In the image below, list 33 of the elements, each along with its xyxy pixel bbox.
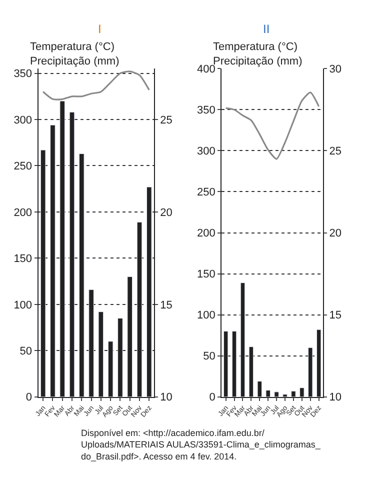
y-tick-label: 0 [209,392,216,404]
y-tick-label: 100 [14,299,32,312]
y-tick-label: 250 [14,160,32,173]
y-tick-label: 0 [26,392,32,404]
y2-tick-label: 15 [329,310,342,322]
y2-tick-label: 25 [329,146,342,158]
y2-tick-label: 25 [160,114,172,126]
y2-tick-label: 20 [329,228,342,240]
line-series [42,70,150,100]
y-tick-label: 50 [203,350,216,363]
y-tick-label: 150 [197,268,216,281]
y-tick-label: 350 [14,68,32,80]
y-tick-label: 400 [197,64,216,76]
y-tick-label: 100 [197,310,216,322]
y-tick-label: 150 [14,253,32,266]
y-axis-title: Temperatura (°C) Precipitação (mm) [30,41,120,68]
chart-title: II [263,22,270,36]
y2-tick-label: 15 [160,299,172,312]
y2-tick-label: 20 [160,206,172,219]
y-axis-title: Temperatura (°C) Precipitação (mm) [213,41,302,68]
line-series [225,92,320,160]
y-tick-label: 200 [197,228,216,240]
chart-title: I [98,22,102,36]
y-tick-label: 50 [20,345,32,358]
y2-tick-label: 30 [329,64,342,76]
y-tick-label: 300 [14,114,32,126]
y-tick-label: 300 [197,146,216,158]
y2-tick-label: 10 [160,392,172,404]
text: Disponível em: <http://academico.ifam.edu.br/Uploads/MATERIAIS AULAS/33591-Clima_e_climogramas_do_Brasil.pdf>. Acesso em 4 fev. 2014. [81,428,322,462]
y-tick-label: 350 [197,104,216,117]
y2-tick-label: 10 [329,392,342,404]
y-tick-label: 200 [14,206,32,219]
y-tick-label: 250 [197,186,216,199]
